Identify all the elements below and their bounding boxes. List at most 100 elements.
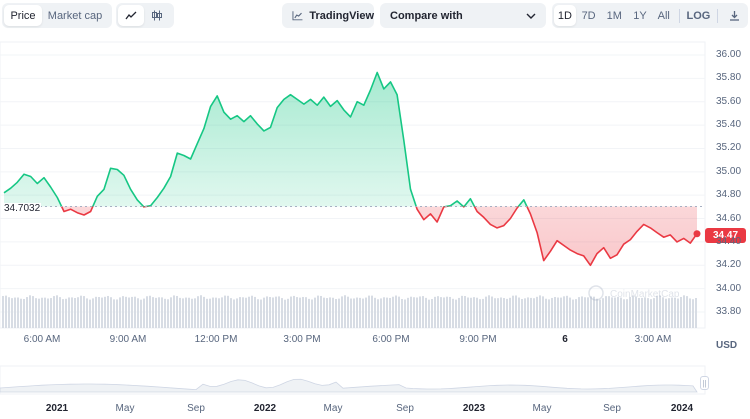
volume-bar xyxy=(674,298,676,328)
volume-bar xyxy=(47,298,49,328)
volume-bar xyxy=(647,298,649,328)
volume-bar xyxy=(533,298,535,328)
volume-bar xyxy=(179,297,181,328)
volume-bar xyxy=(191,298,193,328)
volume-bar xyxy=(503,298,505,328)
navigator-handle[interactable]: || xyxy=(700,376,709,390)
volume-bar xyxy=(212,297,214,328)
volume-bar xyxy=(389,297,391,328)
volume-bar xyxy=(623,299,625,328)
volume-bar xyxy=(359,297,361,328)
volume-bar xyxy=(527,297,529,328)
volume-bar xyxy=(65,298,67,328)
tab-price[interactable]: Price xyxy=(4,5,42,26)
range-1d[interactable]: 1D xyxy=(554,5,576,26)
volume-bar xyxy=(290,296,292,328)
volume-bar xyxy=(440,297,442,328)
tradingview-label: TradingView xyxy=(309,9,374,22)
range-7d[interactable]: 7D xyxy=(576,5,602,26)
volume-bar xyxy=(542,296,544,328)
range-selector: 1D 7D 1M 1Y All LOG xyxy=(552,3,748,28)
volume-bar xyxy=(245,297,247,328)
volume-bar xyxy=(326,298,328,328)
range-1y[interactable]: 1Y xyxy=(627,5,653,26)
volume-bar xyxy=(119,297,121,328)
volume-bar xyxy=(482,298,484,328)
volume-bar xyxy=(563,296,565,328)
candlestick-icon[interactable] xyxy=(144,5,170,26)
volume-bar xyxy=(263,297,265,328)
volume-bar xyxy=(233,299,235,328)
volume-bar xyxy=(287,298,289,328)
volume-bar xyxy=(566,295,568,328)
volume-bar xyxy=(248,296,250,328)
volume-bar xyxy=(458,297,460,328)
volume-bar xyxy=(500,297,502,328)
volume-bar xyxy=(386,297,388,328)
x-tick-label: 6:00 AM xyxy=(23,334,61,345)
volume-bar xyxy=(74,298,76,328)
volume-bar xyxy=(512,295,514,328)
volume-bar xyxy=(668,298,670,328)
volume-bar xyxy=(344,295,346,328)
volume-bar xyxy=(341,296,343,328)
volume-bar xyxy=(338,298,340,328)
volume-bar xyxy=(446,296,448,328)
volume-bar xyxy=(95,296,97,328)
range-1m[interactable]: 1M xyxy=(601,5,627,26)
navigator-tick-label: Sep xyxy=(396,403,414,414)
volume-bar xyxy=(620,297,622,328)
volume-bar xyxy=(479,299,481,328)
line-chart-icon[interactable] xyxy=(118,5,144,26)
navigator-tick-label: 2023 xyxy=(462,403,486,414)
volume-bar xyxy=(281,298,283,328)
range-all[interactable]: All xyxy=(653,5,675,26)
volume-bar xyxy=(506,298,508,328)
volume-bar xyxy=(80,295,82,328)
volume-bar xyxy=(50,298,52,328)
volume-bar xyxy=(215,297,217,328)
volume-bar xyxy=(641,297,643,328)
volume-bar xyxy=(536,296,538,328)
volume-bar xyxy=(146,296,148,328)
volume-bar xyxy=(617,296,619,328)
volume-bar xyxy=(17,297,19,328)
volume-bar xyxy=(659,295,661,328)
volume-bar xyxy=(464,296,466,328)
volume-bar xyxy=(497,298,499,328)
volume-bar xyxy=(680,296,682,328)
volume-bar xyxy=(476,297,478,328)
x-tick-label: 3:00 AM xyxy=(634,334,672,345)
y-tick-label: 33.80 xyxy=(716,306,742,317)
volume-bar xyxy=(407,297,409,328)
volume-bar xyxy=(485,296,487,328)
volume-bar xyxy=(182,298,184,328)
volume-bar xyxy=(452,298,454,328)
tab-market-cap[interactable]: Market cap xyxy=(42,5,108,26)
volume-bar xyxy=(629,296,631,328)
navigator-tick-label: May xyxy=(532,403,552,414)
compare-with-select[interactable]: Compare with xyxy=(380,3,546,28)
volume-bar xyxy=(149,295,151,328)
area-above-reference xyxy=(4,72,527,207)
tradingview-button[interactable]: TradingView xyxy=(282,3,374,28)
log-toggle[interactable]: LOG xyxy=(684,5,714,26)
volume-bar xyxy=(35,298,37,328)
volume-bar xyxy=(365,297,367,328)
volume-bar xyxy=(317,295,319,328)
volume-bar xyxy=(272,297,274,328)
x-tick-label: 6:00 PM xyxy=(372,334,410,345)
volume-bar xyxy=(86,298,88,328)
volume-bar xyxy=(305,297,307,328)
download-icon[interactable] xyxy=(722,5,746,26)
volume-bar xyxy=(581,296,583,328)
volume-bar xyxy=(236,298,238,328)
volume-bar xyxy=(41,297,43,328)
volume-bar xyxy=(38,298,40,328)
volume-bar xyxy=(578,297,580,328)
volume-bar xyxy=(278,296,280,328)
volume-bar xyxy=(560,297,562,328)
volume-bar xyxy=(296,297,298,328)
volume-bar xyxy=(299,297,301,328)
